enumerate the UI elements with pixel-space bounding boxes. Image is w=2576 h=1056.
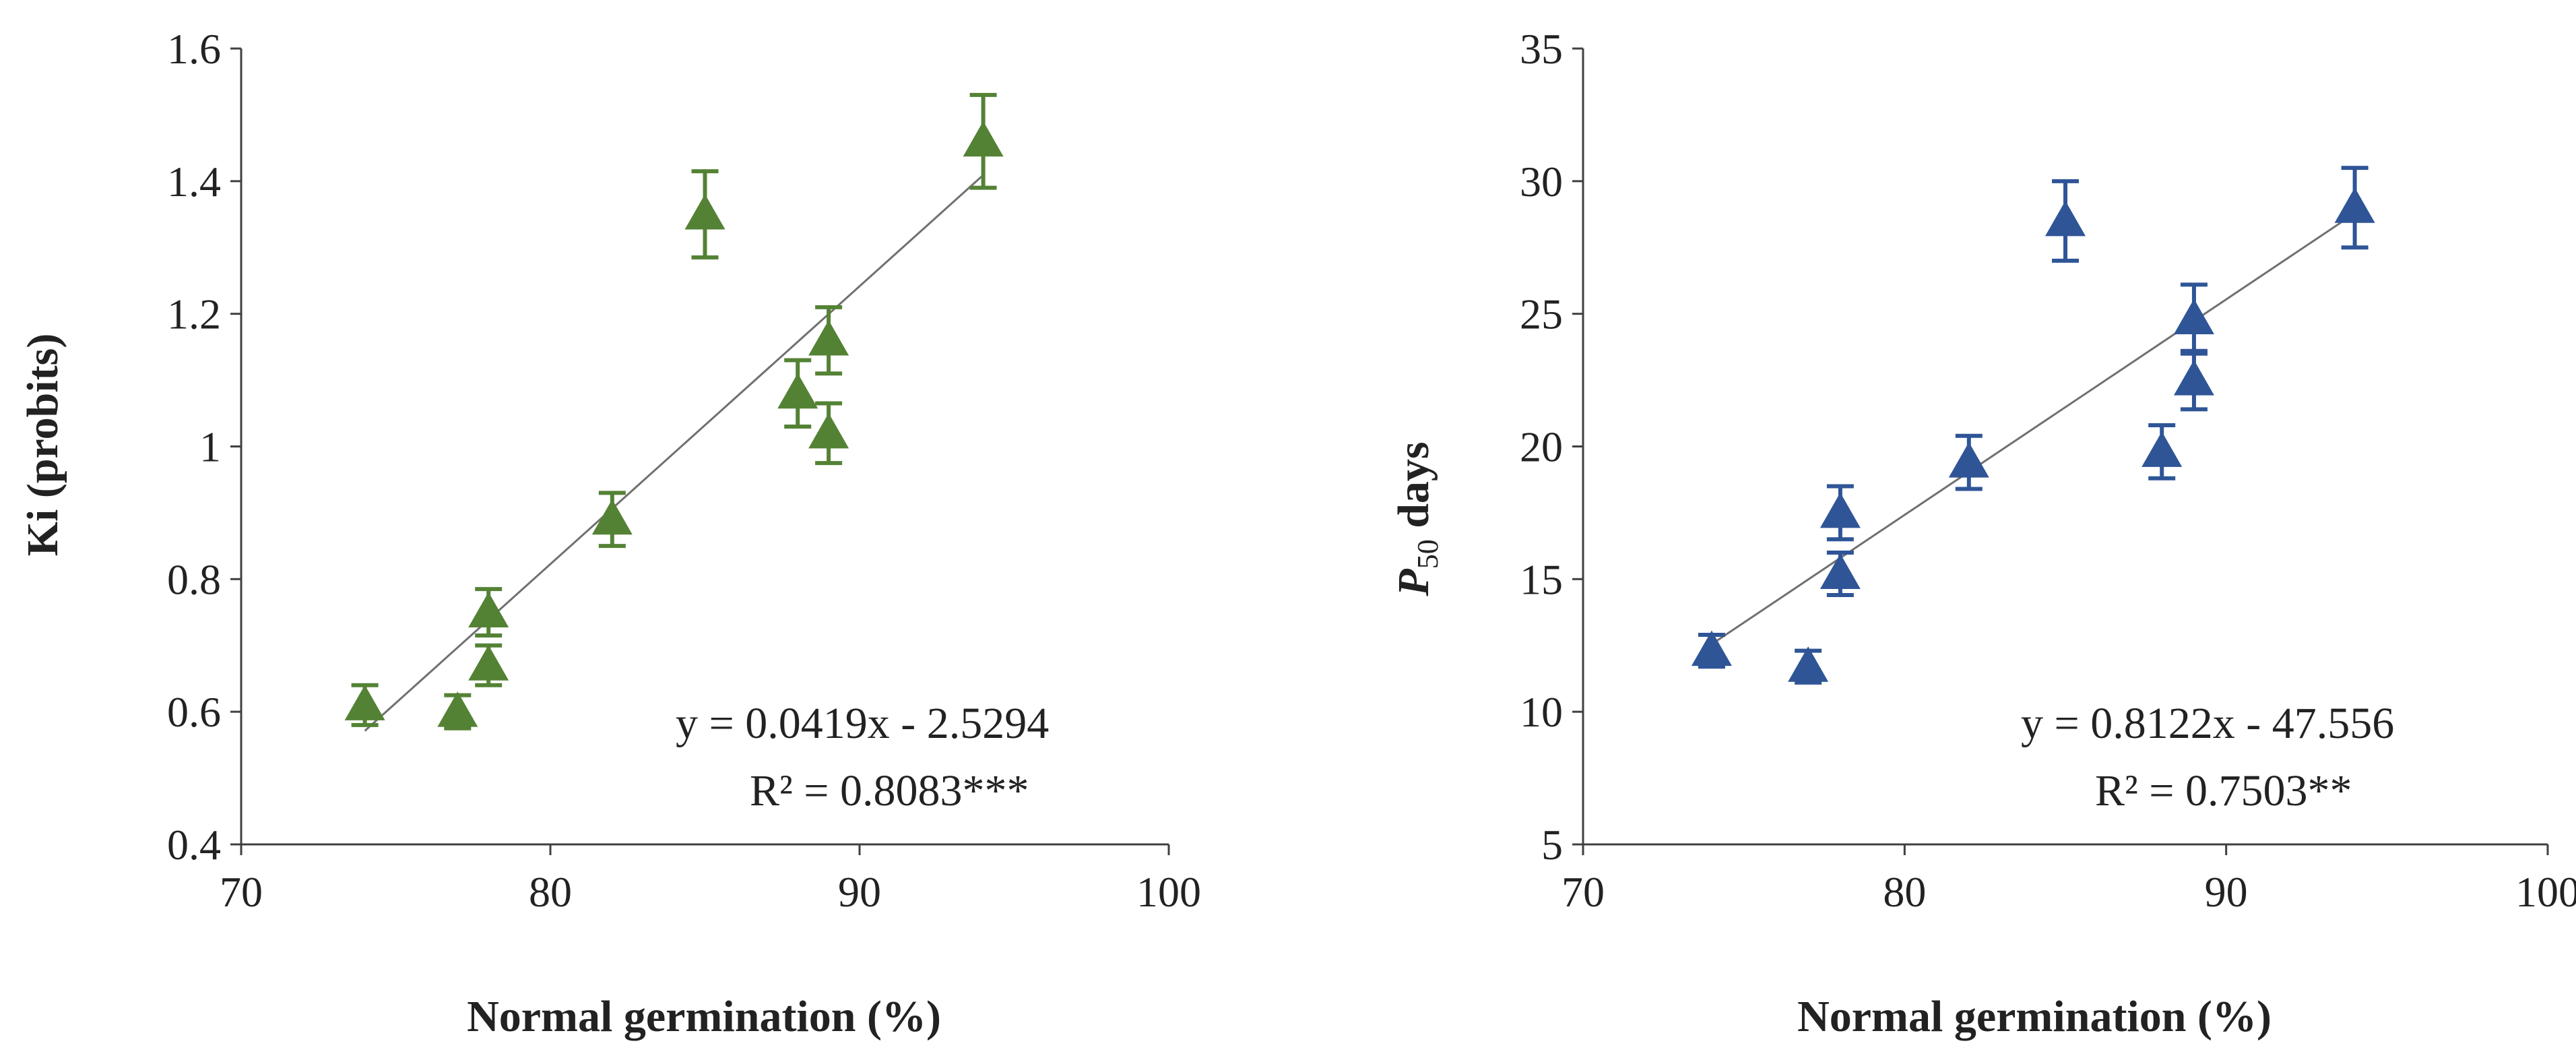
triangle-marker-right [1948,442,1989,478]
equation-left: y = 0.0419x - 2.5294 [676,699,1049,748]
triangle-marker-left [777,373,818,409]
data-point-right [1948,433,1989,491]
y-tick-label-left: 1 [199,423,221,471]
triangle-marker-left [437,691,478,727]
data-point-right [2173,348,2214,412]
data-point-right [2142,423,2183,480]
y-axis-title-right-subscript: 50 [1411,539,1444,569]
x-tick-label-right: 90 [2205,868,2248,916]
data-point-left [437,691,478,731]
equation-right: y = 0.8122x - 47.556 [2021,699,2394,748]
data-point-left [344,683,385,727]
triangle-marker-left [468,592,509,628]
r-squared-left: R² = 0.8083*** [750,766,1029,815]
y-axis-title-right: P50 days [1389,441,1444,596]
x-tick-label-left: 90 [838,868,881,916]
x-tick-label-left: 80 [529,868,572,916]
triangle-marker-left [591,499,633,535]
data-point-right [1691,630,1732,669]
data-point-left [808,401,849,466]
triangle-marker-right [2173,299,2214,335]
y-tick-label-left: 0.4 [167,821,221,869]
x-tick-label-left: 70 [220,868,263,916]
x-tick-label-right: 100 [2515,868,2576,916]
triangle-marker-left [468,645,509,681]
r-squared-right: R² = 0.7503** [2095,766,2352,815]
triangle-marker-right [2142,431,2183,467]
data-point-left [468,587,509,638]
x-tick-label-left: 100 [1136,868,1201,916]
triangle-marker-right [1788,646,1829,682]
y-tick-label-left: 1.2 [167,290,221,338]
x-axis-title-left: Normal germination (%) [467,992,941,1041]
y-tick-label-left: 1.6 [167,25,221,73]
triangle-marker-left [963,121,1004,157]
triangle-marker-left [808,320,849,356]
data-point-left [808,305,849,376]
y-tick-label-right: 30 [1520,158,1563,206]
triangle-marker-right [1820,553,1861,589]
triangle-marker-right [2334,187,2375,223]
trendline-right [1711,212,2356,646]
data-point-left [591,491,633,549]
y-axis-title-left: Ki (probits) [18,334,67,557]
y-tick-label-left: 0.6 [167,688,221,736]
triangle-marker-right [2173,360,2214,396]
y-tick-label-left: 1.4 [167,158,221,206]
data-point-left [963,92,1004,190]
chart-ki-probits: Normal germination (%) Ki (probits) y = … [18,25,1201,1041]
y-axis-title-right-rest: days [1389,441,1438,539]
data-point-right [2045,179,2086,263]
data-point-left [777,358,818,429]
chart-p50-days: Normal germination (%) P50 days y = 0.81… [1389,25,2576,1041]
data-point-right [2173,282,2214,356]
y-axis-title-right-italic: P [1389,569,1438,597]
data-point-left [684,169,726,260]
triangle-marker-right [2045,200,2086,237]
data-point-right [1820,484,1861,542]
data-point-right [1820,550,1861,597]
triangle-marker-right [1820,492,1861,528]
trendline-left [364,174,984,732]
y-tick-label-right: 25 [1520,290,1563,338]
y-tick-label-left: 0.8 [167,555,221,603]
y-tick-label-right: 10 [1520,688,1563,736]
y-tick-label-right: 35 [1520,25,1563,73]
data-point-left [468,643,509,687]
x-axis-title-right: Normal germination (%) [1797,992,2272,1041]
y-tick-label-right: 15 [1520,555,1563,603]
triangle-marker-right [1691,630,1732,666]
y-tick-label-right: 20 [1520,423,1563,471]
x-tick-label-right: 80 [1883,868,1926,916]
triangle-marker-left [344,685,385,720]
triangle-marker-left [808,412,849,449]
x-tick-label-right: 70 [1561,868,1605,916]
data-point-right [2334,166,2375,250]
y-tick-label-right: 5 [1541,821,1563,869]
triangle-marker-left [684,194,726,230]
data-point-right [1788,646,1829,685]
